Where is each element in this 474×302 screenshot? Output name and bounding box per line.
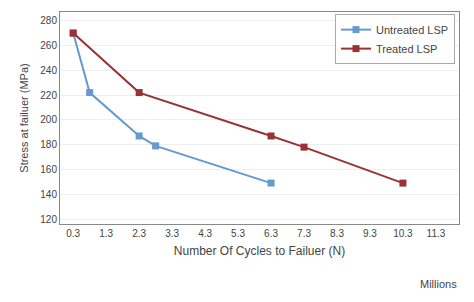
svg-text:220: 220	[40, 90, 57, 101]
svg-text:1.3: 1.3	[99, 228, 113, 239]
svg-text:0.3: 0.3	[66, 228, 80, 239]
svg-text:Millions: Millions	[420, 278, 457, 290]
svg-text:2.3: 2.3	[132, 228, 146, 239]
svg-text:240: 240	[40, 65, 57, 76]
svg-text:Treated LSP: Treated LSP	[376, 43, 437, 55]
svg-text:9.3: 9.3	[363, 228, 377, 239]
svg-text:10.3: 10.3	[393, 228, 413, 239]
svg-text:140: 140	[40, 189, 57, 200]
svg-text:280: 280	[40, 15, 57, 26]
svg-text:3.3: 3.3	[165, 228, 179, 239]
svg-text:120: 120	[40, 214, 57, 225]
svg-text:Number Of Cycles to Failuer (N: Number Of Cycles to Failuer (N)	[174, 244, 345, 258]
svg-text:180: 180	[40, 139, 57, 150]
svg-text:8.3: 8.3	[330, 228, 344, 239]
svg-text:6.3: 6.3	[264, 228, 278, 239]
svg-text:Untreated LSP: Untreated LSP	[376, 24, 448, 36]
svg-text:4.3: 4.3	[198, 228, 212, 239]
svg-text:Stress at failuer (MPa): Stress at failuer (MPa)	[18, 63, 30, 172]
svg-text:7.3: 7.3	[297, 228, 311, 239]
svg-text:5.3: 5.3	[231, 228, 245, 239]
svg-text:200: 200	[40, 114, 57, 125]
svg-text:11.3: 11.3	[427, 228, 446, 239]
svg-text:260: 260	[40, 40, 57, 51]
svg-text:160: 160	[40, 164, 57, 175]
